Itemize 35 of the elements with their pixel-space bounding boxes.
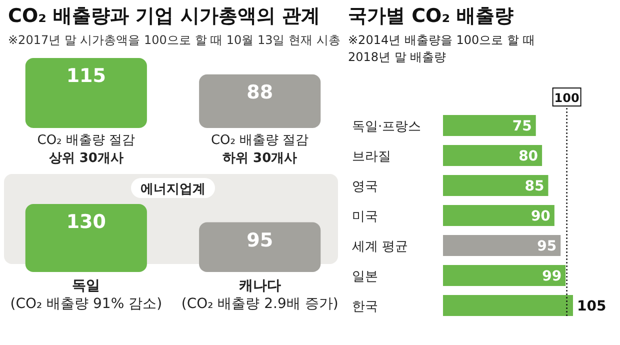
chart-subtitle: ※2014년 배출량을 100으로 할 때 2018년 말 배출량 [348, 33, 535, 64]
y-tick-label: 브라질 [352, 150, 391, 164]
y-tick-label: 미국 [352, 210, 378, 224]
x-tick-label: CO₂ 배출량 절감 상위 30개사 [37, 133, 136, 166]
bar [443, 205, 554, 226]
x-tick-label: CO₂ 배출량 절감 하위 30개사 [210, 133, 309, 166]
data-label: 95 [537, 238, 557, 254]
y-tick-label: 독일·프랑스 [352, 120, 422, 134]
data-label: 130 [66, 211, 106, 233]
bar [443, 145, 542, 166]
chart-title: 국가별 CO₂ 배출량 [348, 5, 514, 27]
x-tick-label: 독일 (CO₂ 배출량 91% 감소) [10, 278, 162, 312]
bar [443, 175, 548, 196]
y-tick-label: 영국 [352, 180, 378, 194]
bar [443, 115, 536, 136]
y-tick-label: 일본 [352, 270, 378, 284]
data-label: 90 [530, 208, 551, 224]
data-label: 105 [577, 298, 606, 314]
y-tick-label: 한국 [352, 300, 378, 314]
bar [443, 265, 566, 286]
bar [443, 235, 561, 256]
chart-subtitle: ※2017년 말 시가총액을 100으로 할 때 10월 13일 현재 시총 [8, 33, 340, 47]
data-label: 99 [542, 268, 562, 284]
chart-title: 에너지업계 [140, 182, 206, 197]
data-label: 115 [66, 65, 106, 87]
data-label: 75 [512, 118, 532, 134]
ref-line-label: 100 [554, 91, 580, 105]
x-tick-label: 캐나다 (CO₂ 배출량 2.9배 증가) [181, 278, 338, 312]
y-tick-label: 세계 평균 [352, 240, 408, 254]
data-label: 95 [246, 229, 274, 252]
bar [443, 295, 573, 316]
data-label: 88 [246, 81, 274, 104]
chart-title: CO₂ 배출량과 기업 시가총액의 관계 [8, 5, 320, 27]
data-label: 80 [518, 148, 538, 164]
data-label: 85 [524, 178, 544, 194]
